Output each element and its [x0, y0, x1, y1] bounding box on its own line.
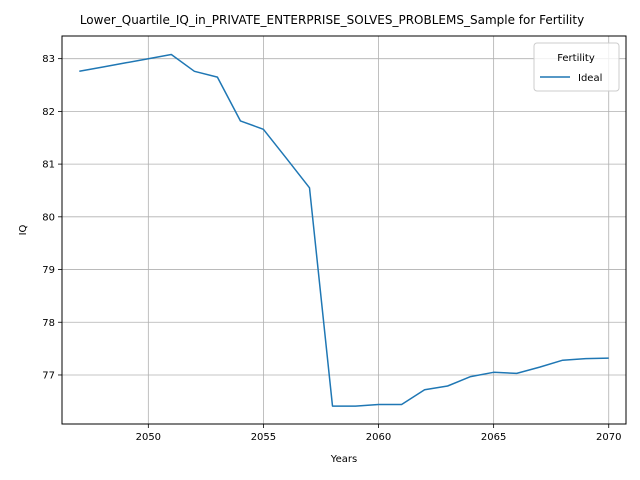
plot-frame — [61, 35, 627, 425]
legend-box — [533, 42, 620, 92]
x-tick-label: 2065 — [481, 432, 506, 443]
x-tick-label: 2070 — [596, 432, 621, 443]
y-axis-label: IQ — [18, 224, 29, 235]
chart-title: Lower_Quartile_IQ_in_PRIVATE_ENTERPRISE_… — [80, 13, 584, 27]
y-tick-label: 80 — [42, 212, 55, 223]
x-tick-label: 2060 — [366, 432, 391, 443]
y-tick-label: 83 — [42, 54, 55, 65]
series-line-ideal — [79, 53, 609, 407]
x-tick-label: 2055 — [251, 432, 276, 443]
y-tick-label: 79 — [42, 265, 55, 276]
y-tick-label: 77 — [42, 370, 55, 381]
legend: Fertility Ideal — [533, 42, 620, 92]
y-tick-label: 78 — [42, 318, 55, 329]
series-layer — [79, 53, 609, 407]
grid — [62, 36, 626, 424]
x-tick-label: 2050 — [136, 432, 161, 443]
y-tick-label: 81 — [42, 160, 55, 171]
legend-title: Fertility — [557, 53, 595, 64]
legend-label-ideal: Ideal — [578, 73, 602, 84]
x-axis-label: Years — [330, 454, 357, 465]
y-tick-label: 82 — [42, 107, 55, 118]
ticks: 2050 2055 2060 2065 2070 77 78 79 80 81 82 83 — [42, 54, 621, 443]
